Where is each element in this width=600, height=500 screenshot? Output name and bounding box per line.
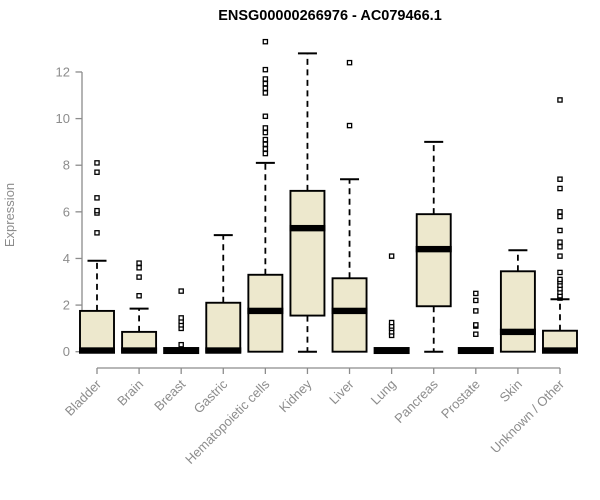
- outlier-point: [136, 265, 142, 271]
- median-bar: [331, 307, 368, 315]
- x-tick-label: Liver: [326, 376, 357, 407]
- median-bar: [289, 224, 326, 232]
- outlier-point: [388, 319, 395, 326]
- x-tick-label: Lung: [368, 377, 399, 408]
- median-bar: [205, 347, 242, 354]
- outlier-point: [346, 59, 353, 66]
- x-tick-label: Prostate: [438, 377, 483, 422]
- outlier-point: [262, 113, 269, 120]
- outlier-point: [94, 207, 100, 214]
- y-tick-label: 12: [56, 64, 70, 79]
- outlier-point: [262, 85, 269, 92]
- outlier-point: [94, 169, 100, 175]
- boxplot-skin: [499, 249, 536, 353]
- outlier-point: [557, 227, 563, 234]
- outlier-point: [136, 274, 142, 280]
- y-tick-label: 8: [63, 158, 70, 173]
- outlier-point: [473, 331, 479, 337]
- outlier-point: [262, 80, 269, 87]
- median-bar: [499, 328, 536, 336]
- median-bar: [163, 347, 200, 355]
- outlier-point: [262, 38, 269, 45]
- median-bar: [79, 347, 115, 354]
- outlier-point: [473, 290, 479, 297]
- outlier-point: [557, 213, 563, 220]
- x-tick-label: Unknown / Other: [488, 376, 568, 456]
- x-tick-label: Kidney: [276, 376, 315, 415]
- box: [415, 213, 452, 308]
- y-tick-label: 10: [56, 111, 70, 126]
- median-bar: [541, 347, 578, 354]
- outlier-point: [557, 244, 563, 250]
- y-tick-label: 2: [63, 298, 70, 313]
- y-tick-label: 6: [63, 204, 70, 219]
- boxplot-liver: [331, 59, 368, 353]
- x-tick-label: Skin: [497, 377, 525, 405]
- x-tick-label: Brain: [114, 377, 146, 409]
- boxplot-gastric: [205, 234, 242, 354]
- outlier-point: [262, 125, 269, 131]
- outlier-point: [388, 253, 395, 259]
- y-axis: 0 2 4 6 8 10 12: [56, 64, 83, 359]
- outlier-point: [136, 293, 142, 299]
- outlier-point: [557, 185, 563, 192]
- outlier-point: [262, 90, 269, 96]
- x-tick-label: Breast: [151, 376, 188, 413]
- x-tick-label: Bladder: [62, 376, 105, 419]
- outlier-point: [178, 315, 184, 321]
- boxplot-hematopoietic-cells: [247, 38, 284, 353]
- boxplot-lung: [373, 253, 410, 355]
- median-bar: [247, 307, 284, 315]
- outlier-point: [136, 260, 142, 266]
- box: [205, 301, 242, 353]
- outlier-point: [473, 308, 479, 314]
- outlier-point: [262, 150, 269, 157]
- outlier-point: [178, 341, 184, 348]
- boxplot-kidney: [289, 52, 326, 353]
- outlier-point: [262, 66, 269, 73]
- median-bar: [457, 347, 494, 355]
- outlier-point: [262, 129, 269, 136]
- y-tick-label: 4: [63, 251, 70, 266]
- outlier-point: [557, 276, 563, 283]
- boxplot-pancreas: [415, 140, 452, 353]
- x-tick-label: Gastric: [191, 376, 231, 416]
- outlier-point: [178, 288, 184, 294]
- boxplot-breast: [163, 288, 200, 355]
- outlier-point: [473, 297, 479, 304]
- box: [499, 270, 536, 353]
- boxplot-unknown-other: [541, 97, 578, 354]
- outlier-point: [262, 76, 269, 82]
- outlier-point: [262, 146, 269, 152]
- boxplot-prostate: [457, 290, 494, 355]
- outlier-point: [262, 141, 269, 147]
- outlier-point: [473, 322, 479, 328]
- outlier-point: [262, 136, 269, 143]
- box: [289, 189, 326, 317]
- outlier-point: [557, 209, 563, 215]
- x-tick-label: Pancreas: [391, 376, 441, 426]
- outlier-point: [94, 230, 100, 236]
- outlier-point: [94, 195, 100, 201]
- y-tick-label: 0: [63, 344, 70, 359]
- box: [79, 309, 115, 353]
- outlier-point: [94, 160, 100, 166]
- box: [331, 277, 368, 353]
- boxplot-brain: [121, 260, 158, 354]
- outlier-point: [557, 176, 563, 182]
- median-bar: [121, 347, 158, 354]
- median-bar: [415, 245, 452, 253]
- boxplot-bladder: [79, 160, 115, 354]
- median-bar: [373, 347, 410, 355]
- outlier-point: [346, 122, 353, 129]
- outlier-point: [557, 253, 563, 259]
- chart-title: ENSG00000266976 - AC079466.1: [218, 8, 442, 24]
- outlier-point: [557, 239, 563, 245]
- outlier-point: [557, 97, 563, 103]
- outlier-point: [557, 269, 563, 276]
